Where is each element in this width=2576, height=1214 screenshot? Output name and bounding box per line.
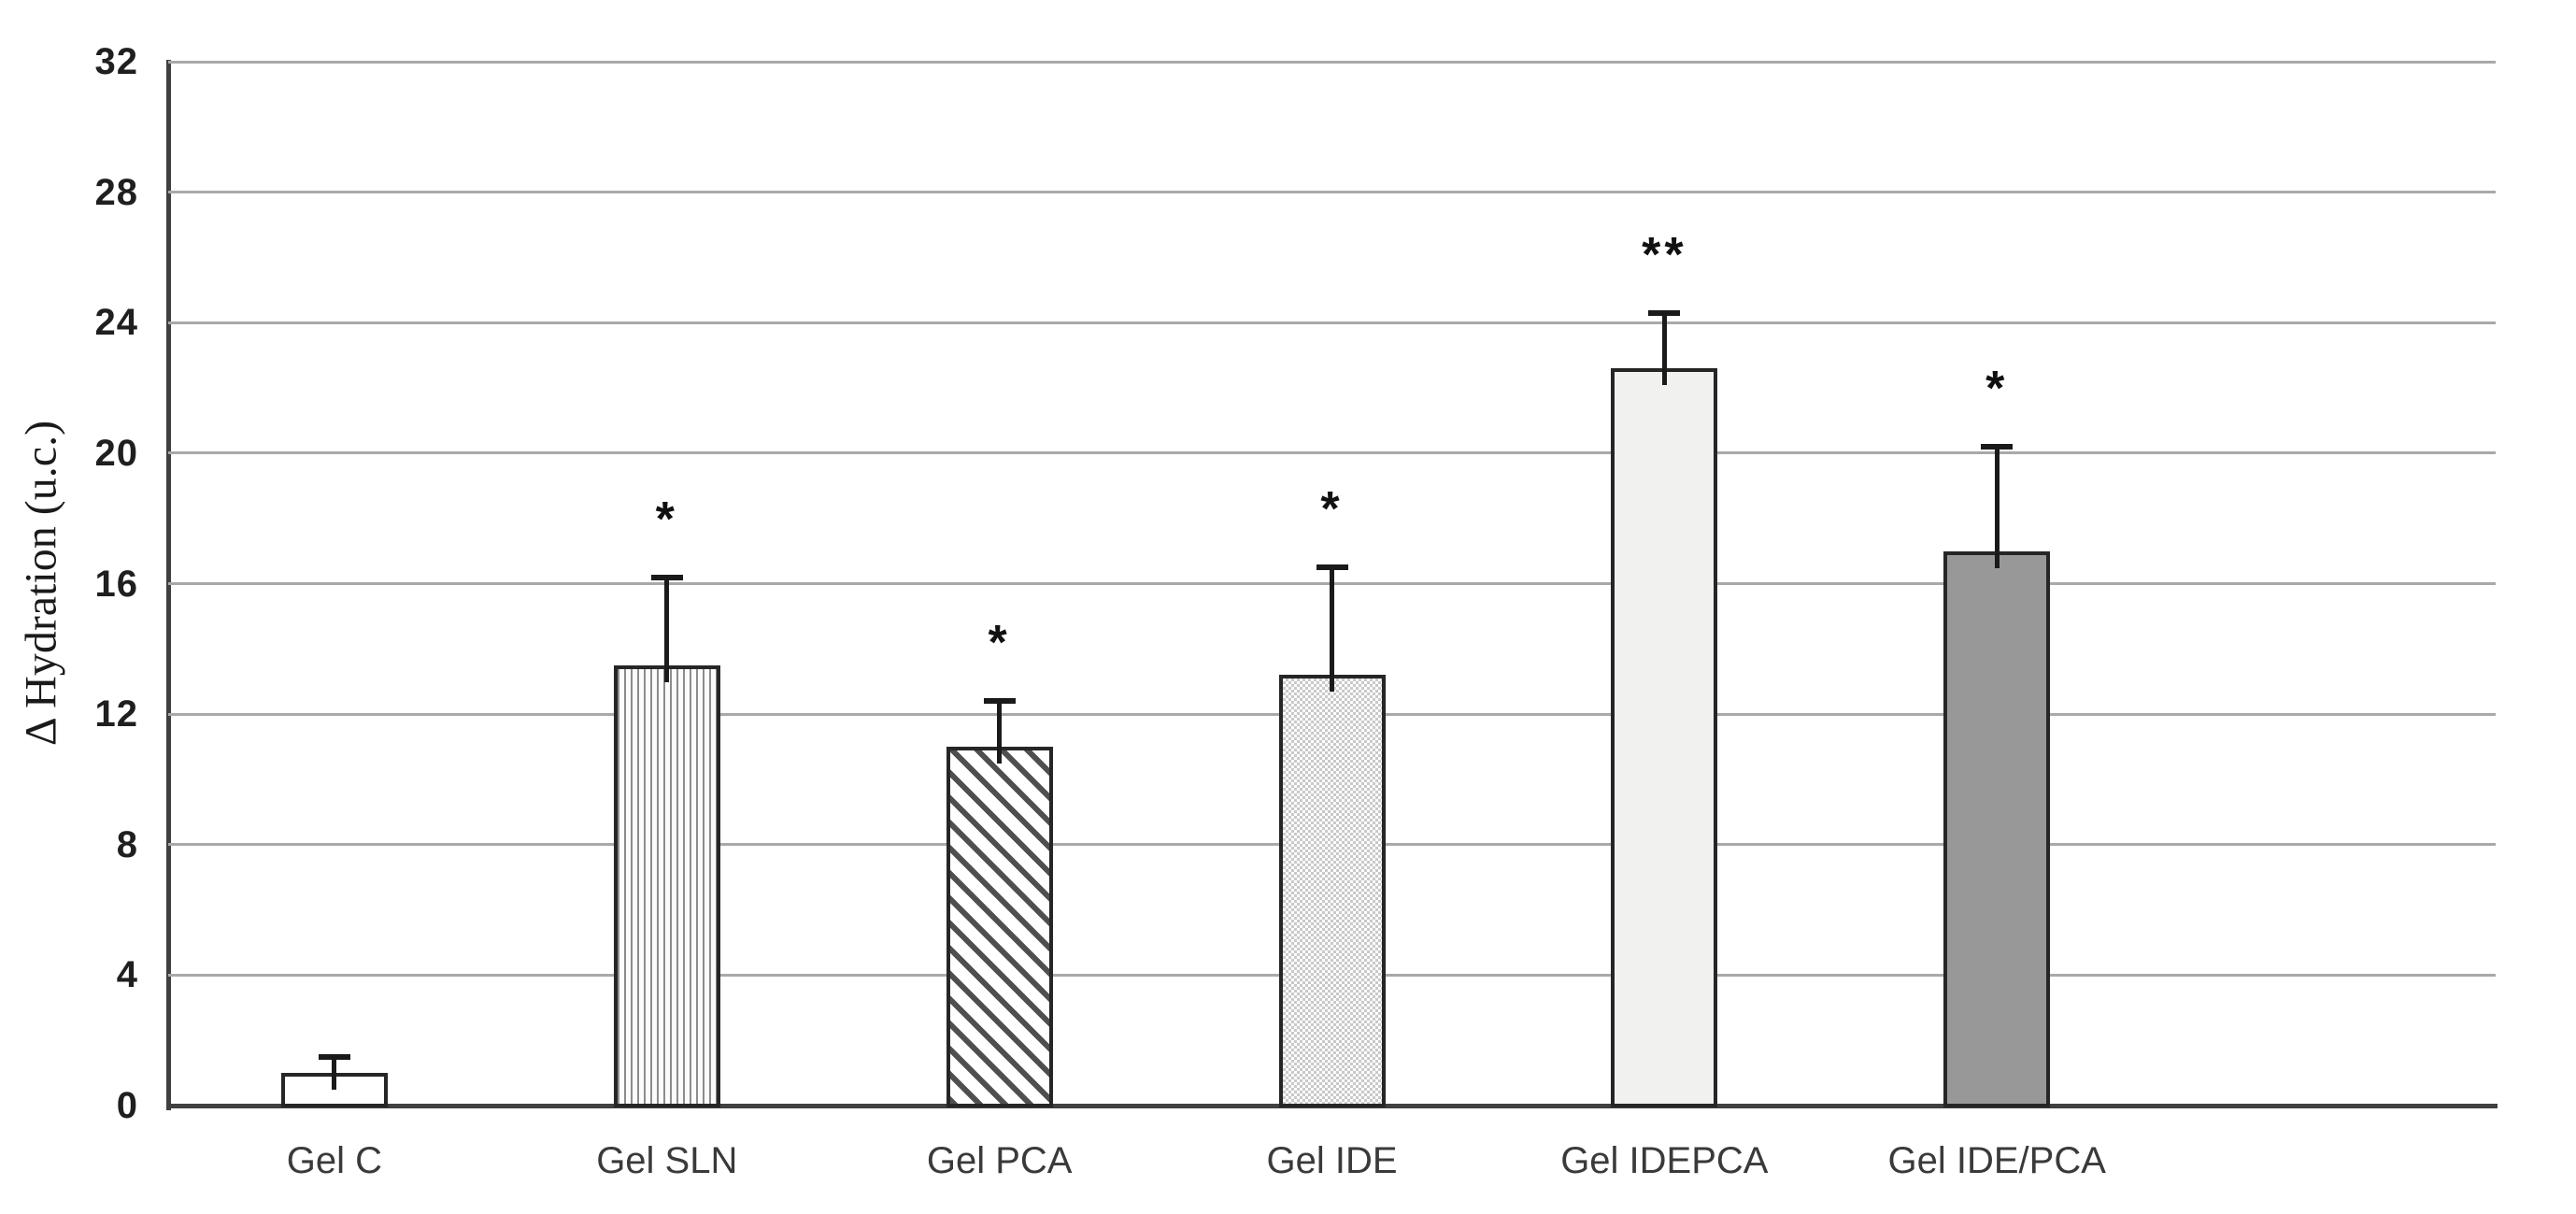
gridline-y-24: [168, 321, 2496, 324]
significance-marker-3: *: [1320, 482, 1344, 537]
x-label-1: Gel SLN: [596, 1140, 738, 1181]
error-bar-line-1: [664, 577, 670, 682]
significance-marker-2: *: [988, 616, 1011, 671]
bar-gel-pca: [946, 747, 1053, 1107]
error-bar-cap-4: [1648, 309, 1681, 316]
bar-gel-sln: [613, 664, 720, 1107]
significance-marker-1: *: [655, 492, 678, 547]
bar-gel-ide-pca: [1943, 550, 2051, 1107]
bar-gel-idepca: [1611, 368, 1718, 1107]
x-label-2: Gel PCA: [926, 1140, 1073, 1181]
significance-marker-4: **: [1642, 227, 1687, 282]
bar-gel-ide: [1278, 675, 1386, 1107]
gridline-y-32: [168, 60, 2496, 64]
error-bar-line-5: [1994, 446, 2000, 568]
y-tick-label-16: 16: [94, 563, 138, 605]
significance-marker-5: *: [1985, 361, 2009, 416]
error-bar-cap-5: [1981, 443, 2014, 450]
y-tick-label-28: 28: [94, 171, 138, 213]
error-bar-line-2: [997, 701, 1003, 764]
y-tick-label-24: 24: [94, 302, 138, 344]
gridline-y-20: [168, 451, 2496, 455]
x-label-3: Gel IDE: [1266, 1140, 1398, 1181]
y-tick-label-8: 8: [116, 823, 138, 865]
y-tick-label-20: 20: [94, 432, 138, 474]
gridline-y-28: [168, 191, 2496, 194]
y-tick-label-12: 12: [94, 693, 138, 736]
x-label-5: Gel IDE/PCA: [1887, 1140, 2106, 1181]
y-axis-line: [166, 60, 171, 1110]
error-bar-cap-0: [318, 1053, 350, 1060]
error-bar-line-4: [1661, 312, 1667, 386]
error-bar-line-3: [1330, 567, 1334, 693]
x-label-0: Gel C: [286, 1140, 383, 1181]
error-bar-line-0: [332, 1056, 337, 1091]
error-bar-cap-2: [983, 698, 1016, 705]
error-bar-cap-3: [1316, 564, 1348, 571]
y-tick-label-0: 0: [116, 1085, 138, 1126]
y-tick-label-32: 32: [94, 41, 138, 82]
error-bar-cap-1: [650, 574, 683, 580]
x-label-4: Gel IDEPCA: [1560, 1140, 1769, 1181]
y-tick-label-4: 4: [116, 954, 138, 996]
